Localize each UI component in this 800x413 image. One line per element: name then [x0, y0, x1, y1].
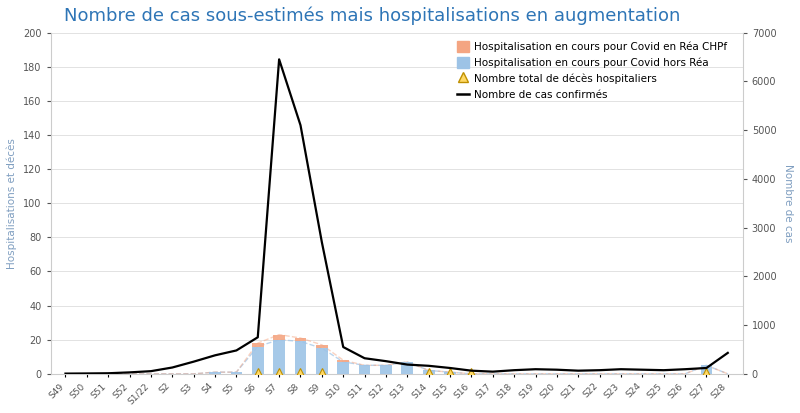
Bar	[423, 370, 434, 374]
Bar	[701, 366, 712, 374]
Bar	[294, 342, 306, 374]
Bar	[444, 372, 456, 374]
Bar	[338, 360, 349, 362]
Bar	[402, 362, 413, 374]
Y-axis label: Nombre de cas: Nombre de cas	[783, 164, 793, 242]
Bar	[209, 372, 221, 374]
Bar	[358, 366, 370, 374]
Bar	[316, 348, 328, 374]
Text: Nombre de cas sous-estimés mais hospitalisations en augmentation: Nombre de cas sous-estimés mais hospital…	[64, 7, 681, 26]
Bar	[294, 338, 306, 342]
Legend: Hospitalisation en cours pour Covid en Réa CHPf, Hospitalisation en cours pour C: Hospitalisation en cours pour Covid en R…	[454, 38, 730, 103]
Bar	[316, 345, 328, 348]
Bar	[230, 372, 242, 374]
Bar	[252, 343, 264, 347]
Y-axis label: Hospitalisations et décès: Hospitalisations et décès	[7, 138, 18, 268]
Bar	[252, 347, 264, 374]
Bar	[274, 340, 285, 374]
Bar	[338, 362, 349, 374]
Bar	[274, 335, 285, 340]
Bar	[380, 366, 392, 374]
